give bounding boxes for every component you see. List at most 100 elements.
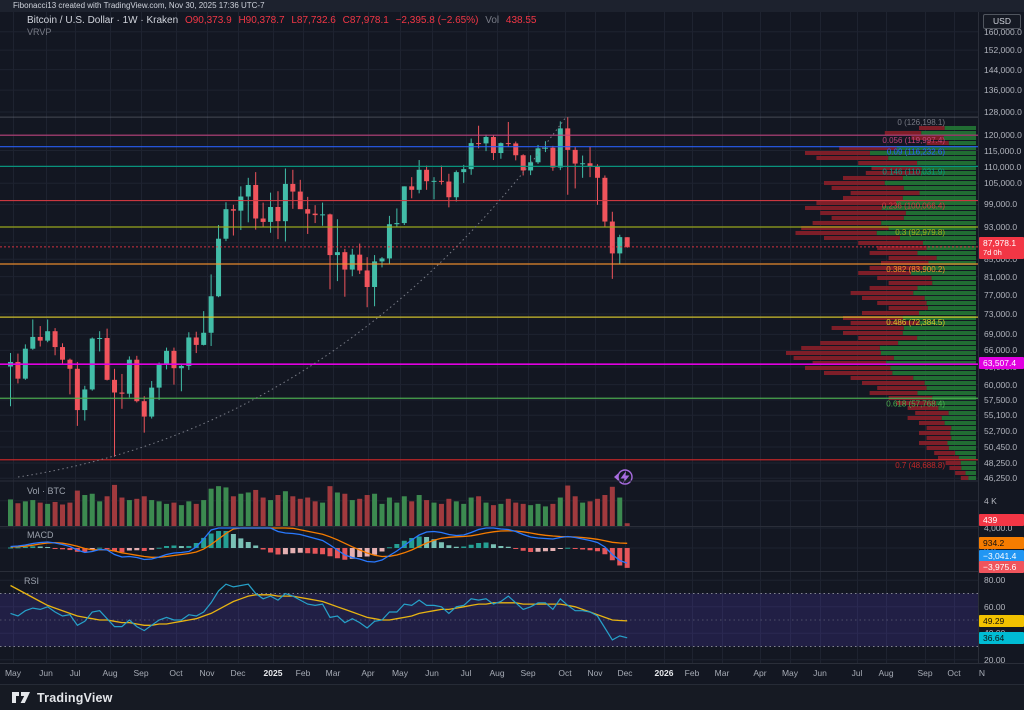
indicator-legend-vrvp[interactable]: VRVP bbox=[27, 27, 52, 37]
chart-canvas[interactable]: 0 (126,198.1) 0.056 (119,997.4) 0.09 (116,… bbox=[0, 12, 978, 663]
time-tick: Aug bbox=[102, 668, 118, 678]
rsi-tick: 60.00 bbox=[984, 601, 1006, 612]
time-tick: Sep bbox=[917, 668, 933, 678]
time-tick: Jul bbox=[460, 668, 472, 678]
last-price-label: 87,978.1 7d 0h bbox=[979, 236, 1024, 259]
rsi-tick: 20.00 bbox=[984, 654, 1006, 665]
time-tick: Nov bbox=[199, 668, 215, 678]
price-tick: 69,000.0 bbox=[984, 329, 1018, 340]
last-price-value: 87,978.1 bbox=[983, 237, 1017, 248]
time-tick: Apr bbox=[361, 668, 375, 678]
svg-text:0.236 (100,066.4): 0.236 (100,066.4) bbox=[882, 202, 945, 211]
time-tick: Jun bbox=[425, 668, 439, 678]
time-tick: May bbox=[4, 668, 22, 678]
time-tick: Oct bbox=[169, 668, 183, 678]
price-tick: 77,000.0 bbox=[984, 289, 1018, 300]
time-tick: Sep bbox=[133, 668, 149, 678]
price-tick: 66,000.0 bbox=[984, 345, 1018, 356]
price-tick: 85,000.0 bbox=[984, 254, 1018, 265]
change-value: −2,395.8 (−2.65%) bbox=[395, 15, 479, 26]
svg-text:0.618 (57,768.4): 0.618 (57,768.4) bbox=[886, 399, 945, 408]
macd-hist-label: −3,975.6 bbox=[979, 560, 1024, 573]
lines-layer bbox=[0, 246, 978, 365]
price-tick: 152,000.0 bbox=[984, 45, 1022, 56]
time-tick: Jun bbox=[39, 668, 53, 678]
time-tick: May bbox=[391, 668, 409, 678]
macd-pane-legend[interactable]: MACD bbox=[27, 530, 54, 540]
price-tick: 60,000.0 bbox=[984, 379, 1018, 390]
volume-tick: 4 K bbox=[984, 495, 997, 506]
ohlc-low: L87,732.6 bbox=[291, 15, 336, 26]
time-tick: Jul bbox=[851, 668, 863, 678]
fib-layer: 0 (126,198.1) 0.056 (119,997.4) 0.09 (116,… bbox=[0, 116, 978, 470]
price-tick: 55,100.0 bbox=[984, 410, 1018, 421]
volume-pane-legend[interactable]: Vol · BTC bbox=[27, 486, 66, 496]
hline-price-label: 63,507.4 bbox=[979, 357, 1024, 370]
price-tick: 46,250.0 bbox=[984, 473, 1018, 484]
price-tick: 48,250.0 bbox=[984, 458, 1018, 469]
price-tick: 136,000.0 bbox=[984, 85, 1022, 96]
svg-text:0.09 (116,232.6): 0.09 (116,232.6) bbox=[887, 148, 945, 157]
svg-text:0.3 (92,979.8): 0.3 (92,979.8) bbox=[895, 228, 945, 237]
macd-tick: 4,000.0 bbox=[984, 523, 1013, 533]
snapshot-info-bar: Fibonacci13 created with TradingView.com… bbox=[0, 0, 1024, 12]
macd-line-label: −3,041.4 bbox=[979, 550, 1024, 562]
price-axis[interactable]: 87,978.1 7d 0h 63,507.4 439 934.2 −3,041… bbox=[978, 12, 1024, 665]
footer-toolbar: TradingView bbox=[0, 684, 1024, 710]
time-tick: Jul bbox=[69, 668, 81, 678]
price-tick: 160,000.0 bbox=[984, 26, 1022, 37]
rsi-layer bbox=[0, 583, 978, 647]
time-tick: Oct bbox=[947, 668, 961, 678]
price-tick: 57,500.0 bbox=[984, 394, 1018, 405]
price-tick: 81,000.0 bbox=[984, 271, 1018, 282]
svg-text:0.382 (83,900.2): 0.382 (83,900.2) bbox=[886, 265, 945, 274]
svg-text:0.7 (48,688.8): 0.7 (48,688.8) bbox=[895, 461, 945, 470]
ohlc-close: C87,978.1 bbox=[342, 15, 389, 26]
rsi-pane-legend[interactable]: RSI bbox=[24, 576, 40, 586]
price-tick: 52,700.0 bbox=[984, 426, 1018, 437]
time-tick: 2025 bbox=[263, 668, 283, 678]
time-tick: 2026 bbox=[654, 668, 674, 678]
volume-value-label: 439 bbox=[979, 514, 1024, 526]
price-tick: 105,000.0 bbox=[984, 178, 1022, 189]
time-tick: Aug bbox=[878, 668, 894, 678]
time-tick: May bbox=[781, 668, 799, 678]
time-tick: Mar bbox=[325, 668, 341, 678]
svg-text:0 (126,198.1): 0 (126,198.1) bbox=[897, 118, 945, 127]
price-tick: 115,000.0 bbox=[984, 145, 1022, 156]
rsi-value-label: 36.64 bbox=[979, 631, 1024, 644]
tradingview-brand[interactable]: TradingView bbox=[37, 690, 113, 705]
svg-text:0.056 (119,997.4): 0.056 (119,997.4) bbox=[882, 136, 945, 145]
time-tick: Jun bbox=[813, 668, 827, 678]
time-tick: Sep bbox=[520, 668, 536, 678]
rsi-tick: 80.00 bbox=[984, 575, 1006, 586]
tradingview-logo-icon[interactable] bbox=[12, 691, 31, 704]
price-tick: 99,000.0 bbox=[984, 199, 1018, 210]
symbol-legend[interactable]: Bitcoin / U.S. Dollar · 1W · Kraken O90,… bbox=[27, 15, 541, 26]
time-tick: Mar bbox=[714, 668, 730, 678]
symbol-title[interactable]: Bitcoin / U.S. Dollar · 1W · Kraken bbox=[27, 15, 179, 26]
vrvp-layer bbox=[786, 126, 976, 480]
time-tick: Nov bbox=[587, 668, 603, 678]
time-tick: Aug bbox=[489, 668, 505, 678]
time-tick: N bbox=[978, 668, 986, 678]
currency-toggle-button[interactable]: USD bbox=[983, 14, 1021, 29]
price-tick: 144,000.0 bbox=[984, 64, 1022, 75]
price-tick: 93,000.0 bbox=[984, 221, 1018, 232]
macd-signal-label: 934.2 bbox=[979, 537, 1024, 549]
volume-label: Vol bbox=[485, 15, 500, 26]
price-tick: 120,000.0 bbox=[984, 130, 1022, 141]
price-tick: 110,000.0 bbox=[984, 161, 1022, 172]
time-tick: Apr bbox=[753, 668, 767, 678]
price-tick: 128,000.0 bbox=[984, 106, 1022, 117]
time-tick: Dec bbox=[617, 668, 633, 678]
svg-text:0.146 (110,031.9): 0.146 (110,031.9) bbox=[882, 167, 945, 176]
time-tick: Feb bbox=[684, 668, 700, 678]
volume-value: 438.55 bbox=[505, 15, 537, 26]
time-tick: Dec bbox=[230, 668, 246, 678]
ohlc-high: H90,378.7 bbox=[238, 15, 285, 26]
time-axis[interactable]: May Jun Jul Aug Sep Oct Nov Dec 2025 Feb Mar Apr May… bbox=[0, 663, 1024, 684]
bar-countdown: 7d 0h bbox=[983, 247, 1002, 257]
price-tick: 73,000.0 bbox=[984, 309, 1018, 320]
